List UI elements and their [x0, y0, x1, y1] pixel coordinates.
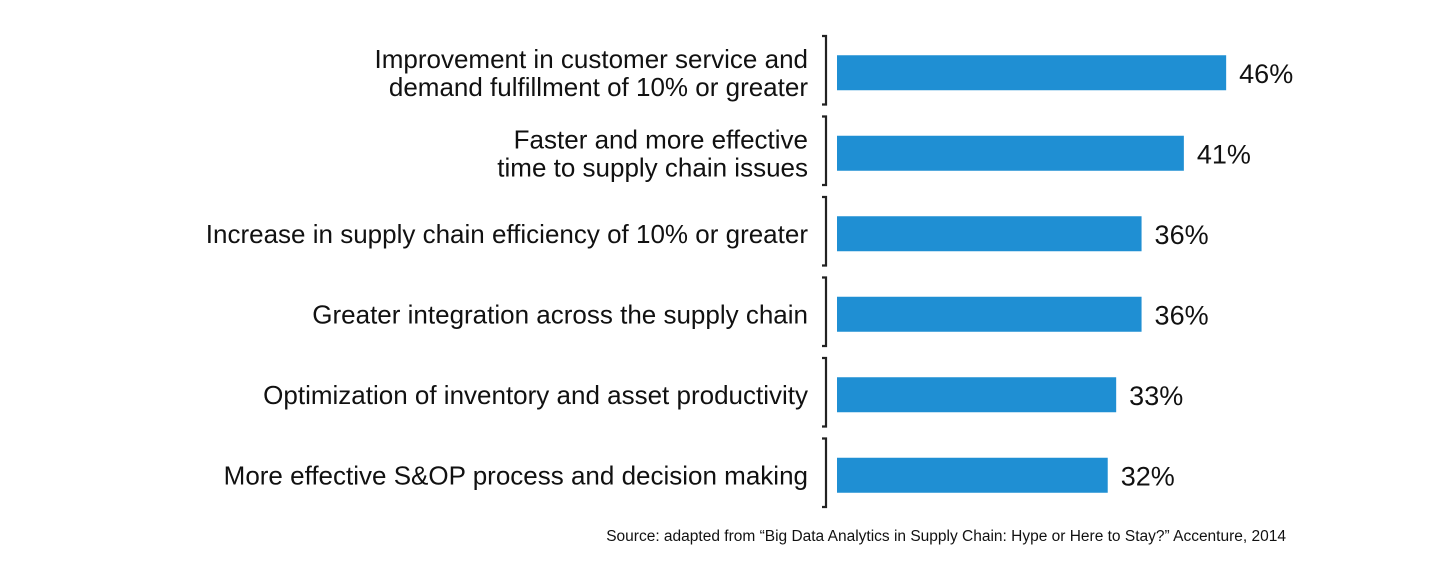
category-bracket: [822, 195, 828, 267]
category-label: Increase in supply chain efficiency of 1…: [206, 219, 809, 249]
bar: [837, 216, 1142, 252]
category-label: demand fulfillment of 10% or greater: [389, 72, 808, 102]
category-bracket: [822, 356, 828, 428]
category-label: Faster and more effective: [514, 124, 808, 154]
bar: [837, 55, 1227, 91]
category-label: Improvement in customer service and: [374, 44, 808, 74]
value-labels-group: 46% 41% 36% 36% 33% 32%: [1121, 59, 1293, 492]
category-bracket: [822, 276, 828, 348]
bar-value-label: 46%: [1239, 59, 1293, 89]
source-note: Source: adapted from “Big Data Analytics…: [606, 528, 1286, 545]
bar-value-label: 33%: [1129, 381, 1183, 411]
bar-value-label: 36%: [1155, 220, 1209, 250]
bar-value-label: 32%: [1121, 461, 1175, 491]
category-labels-group: Improvement in customer service anddeman…: [206, 44, 809, 491]
category-label: Greater integration across the supply ch…: [312, 299, 808, 329]
bar-value-label: 36%: [1155, 300, 1209, 330]
category-bracket: [822, 437, 828, 509]
category-label: Optimization of inventory and asset prod…: [263, 380, 808, 410]
bars-group: [837, 55, 1227, 493]
category-label: More effective S&OP process and decision…: [224, 460, 808, 490]
category-separators: [822, 34, 828, 509]
category-bracket: [822, 34, 828, 106]
bar: [837, 377, 1117, 413]
bar-value-label: 41%: [1197, 139, 1251, 169]
bar: [837, 135, 1184, 171]
category-label: time to supply chain issues: [497, 152, 808, 182]
bar: [837, 457, 1108, 493]
category-bracket: [822, 115, 828, 187]
bar: [837, 296, 1142, 332]
